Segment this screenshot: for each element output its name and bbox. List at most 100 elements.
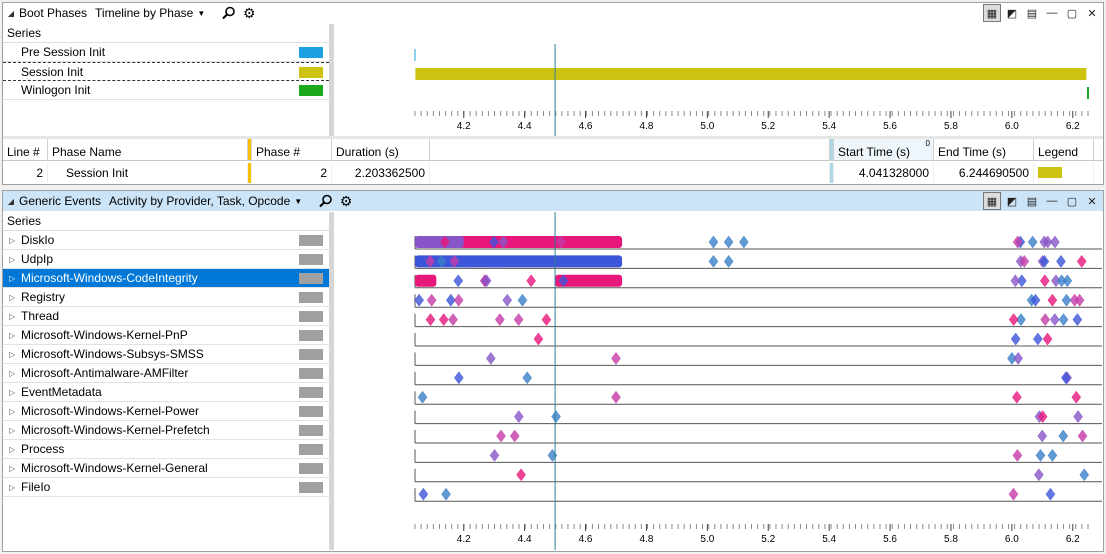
close-icon[interactable]: ✕ [1087,195,1097,208]
event-marker [509,429,520,443]
col-start-time[interactable]: Start Time (s) 0 [834,139,934,160]
series-row[interactable]: ▷ Thread [3,307,329,326]
event-marker [533,332,544,346]
generic-series-list: Series ▷ DiskIo ▷ UdpIp ▷ Microsoft-Windows-C… [3,212,329,550]
chevron-down-icon: ▼ [294,196,303,206]
series-color-swatch [299,482,323,493]
series-label: Winlogon Init [21,83,91,97]
expand-icon[interactable]: ▷ [9,445,16,454]
series-color-swatch [299,254,323,265]
series-row-pre-session-init[interactable]: Pre Session Init [3,43,329,62]
col-phase-name[interactable]: Phase Name [48,139,248,160]
cell-legend [1034,163,1094,183]
expand-icon[interactable]: ▷ [9,350,16,359]
series-row[interactable]: ▷ Microsoft-Windows-Kernel-General [3,459,329,478]
series-row[interactable]: ▷ EventMetadata [3,383,329,402]
series-row[interactable]: ▷ Microsoft-Windows-Kernel-PnP [3,326,329,345]
graph-table-splitter[interactable] [3,136,1103,139]
col-line-number[interactable]: Line # [3,139,48,160]
event-marker [1056,274,1067,288]
series-row[interactable]: ▷ Microsoft-Windows-CodeIntegrity [3,269,329,288]
series-color-swatch [299,330,323,341]
expand-icon[interactable]: ▷ [9,255,16,264]
series-color-swatch [299,463,323,474]
event-marker [723,235,734,249]
col-duration[interactable]: Duration (s) [332,139,430,160]
event-marker [448,313,458,327]
series-row[interactable]: ▷ Microsoft-Antimalware-AMFilter [3,364,329,383]
table-only-view-icon[interactable]: ▤ [1026,195,1038,208]
expand-icon[interactable]: ▷ [9,312,16,321]
series-splitter[interactable] [329,24,334,136]
series-color-swatch [299,368,323,379]
axis-tick-label: 4.2 [457,121,471,132]
view-preset-dropdown[interactable]: Timeline by Phase ▼ [95,6,205,20]
event-marker [1047,293,1058,307]
series-row[interactable]: ▷ Process [3,440,329,459]
gear-icon[interactable]: ⚙ [339,192,353,209]
graph-table-view-icon[interactable]: ▦ [983,4,1001,22]
expand-icon[interactable]: ▷ [9,483,16,492]
boot-timeline-chart[interactable]: 4.2 4.4 4.6 4.8 5.0 5.2 5.4 5.6 5.8 6.0 6.2 [334,24,1103,136]
event-marker [489,235,499,249]
series-row-winlogon-init[interactable]: Winlogon Init [3,81,329,100]
collapse-icon[interactable]: ◢ [7,8,15,18]
series-row[interactable]: ▷ Microsoft-Windows-Subsys-SMSS [3,345,329,364]
axis-tick-label: 6.2 [1066,121,1080,132]
event-marker [453,274,464,288]
series-row[interactable]: ▷ DiskIo [3,231,329,250]
expand-icon[interactable]: ▷ [9,293,16,302]
series-bar-session-init [415,68,1087,80]
event-marker [1058,313,1069,327]
search-icon[interactable] [219,4,239,22]
maximize-icon[interactable]: ▢ [1066,195,1078,208]
expand-icon[interactable]: ▷ [9,236,16,245]
event-marker [489,448,500,462]
expand-icon[interactable]: ▷ [9,369,16,378]
col-phase-number[interactable]: Phase # [252,139,332,160]
axis-tick-label: 5.6 [883,534,897,545]
event-marker [1012,390,1022,404]
expand-icon[interactable]: ▷ [9,464,16,473]
series-row-session-init[interactable]: Session Init [3,62,329,81]
series-label: Registry [21,290,66,304]
table-only-view-icon[interactable]: ▤ [1026,7,1038,20]
graph-only-view-icon[interactable]: ◩ [1006,195,1018,208]
event-marker [426,293,437,307]
series-row[interactable]: ▷ Microsoft-Windows-Kernel-Prefetch [3,421,329,440]
minimize-icon[interactable]: — [1046,7,1058,19]
maximize-icon[interactable]: ▢ [1066,7,1078,20]
event-marker [1008,487,1019,501]
series-color-swatch [299,425,323,436]
group-divider[interactable] [248,139,252,160]
graph-divider[interactable] [830,139,834,160]
table-row[interactable]: 2 Session Init 2 2.203362500 4.041328000… [3,163,1103,183]
view-preset-dropdown[interactable]: Activity by Provider, Task, Opcode ▼ [109,194,302,208]
expand-icon[interactable]: ▷ [9,407,16,416]
cell-phase-number: 2 [252,163,332,183]
graph-divider-cell [830,163,834,183]
minimize-icon[interactable]: — [1046,195,1058,207]
expand-icon[interactable]: ▷ [9,331,16,340]
series-row[interactable]: ▷ UdpIp [3,250,329,269]
graph-table-view-icon[interactable]: ▦ [983,192,1001,210]
gear-icon[interactable]: ⚙ [242,4,256,21]
axis-tick-label: 4.4 [518,534,532,545]
collapse-icon[interactable]: ◢ [7,196,15,206]
col-legend[interactable]: Legend [1034,139,1094,160]
expand-icon[interactable]: ▷ [9,388,16,397]
series-row[interactable]: ▷ Registry [3,288,329,307]
generic-events-chart[interactable]: 4.2 4.4 4.6 4.8 5.0 5.2 5.4 5.6 5.8 6.0 6.2 [334,212,1103,550]
series-label: Pre Session Init [21,45,106,59]
search-icon[interactable] [316,192,336,210]
col-end-time[interactable]: End Time (s) [934,139,1034,160]
event-marker [436,254,447,268]
series-row[interactable]: ▷ FileIo [3,478,329,497]
expand-icon[interactable]: ▷ [9,426,16,435]
series-row[interactable]: ▷ Microsoft-Windows-Kernel-Power [3,402,329,421]
close-icon[interactable]: ✕ [1087,7,1097,20]
graph-only-view-icon[interactable]: ◩ [1006,7,1018,20]
expand-icon[interactable]: ▷ [9,274,16,283]
series-splitter[interactable] [329,212,334,550]
event-marker [1030,293,1041,307]
